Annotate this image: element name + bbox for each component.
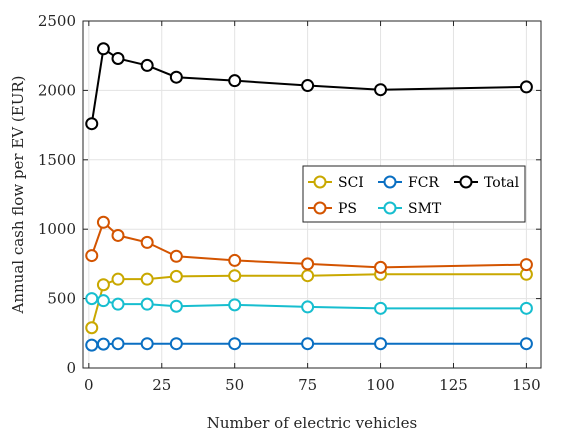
data-point-total: [169, 70, 183, 84]
y-tick-label: 1000: [38, 220, 76, 238]
data-point-smt: [301, 300, 315, 314]
data-point-sci: [169, 269, 183, 283]
data-point-sci: [111, 272, 125, 286]
data-point-ps: [301, 257, 315, 271]
data-point-fcr: [519, 337, 533, 351]
data-point-fcr: [85, 338, 99, 352]
data-point-ps: [169, 249, 183, 263]
data-point-ps: [374, 260, 388, 274]
x-tick-label: 100: [366, 376, 395, 394]
data-point-total: [96, 42, 110, 56]
data-point-ps: [85, 249, 99, 263]
legend-item-smt: SMT: [378, 201, 442, 217]
x-tick-label: 125: [439, 376, 468, 394]
x-tick-label: 25: [152, 376, 171, 394]
legend-label: PS: [338, 201, 357, 217]
series-ps: [85, 215, 533, 274]
legend-label: FCR: [408, 175, 439, 191]
x-axis-label: Number of electric vehicles: [207, 414, 417, 432]
legend-marker: [313, 175, 327, 189]
data-point-fcr: [96, 337, 110, 351]
legend-marker: [459, 175, 473, 189]
data-point-sci: [140, 272, 154, 286]
series-sci: [85, 267, 533, 335]
legend-marker: [313, 201, 327, 215]
data-point-fcr: [301, 337, 315, 351]
data-point-sci: [228, 269, 242, 283]
legend-label: SCI: [338, 175, 364, 191]
legend-item-ps: PS: [308, 201, 357, 217]
series-layer: [85, 42, 533, 352]
data-point-smt: [169, 299, 183, 313]
data-point-smt: [111, 297, 125, 311]
series-fcr: [85, 337, 533, 352]
data-point-sci: [301, 269, 315, 283]
legend-label: Total: [484, 175, 520, 191]
data-point-smt: [519, 301, 533, 315]
y-tick-label: 2000: [38, 81, 76, 99]
legend-item-total: Total: [454, 175, 520, 191]
data-point-fcr: [228, 337, 242, 351]
data-point-smt: [96, 294, 110, 308]
data-point-smt: [140, 297, 154, 311]
data-point-fcr: [140, 337, 154, 351]
y-tick-label: 0: [66, 359, 76, 377]
data-point-total: [519, 80, 533, 94]
data-point-ps: [111, 228, 125, 242]
data-point-fcr: [169, 337, 183, 351]
data-point-sci: [85, 321, 99, 335]
data-point-smt: [374, 301, 388, 315]
data-point-fcr: [111, 337, 125, 351]
data-point-total: [140, 58, 154, 72]
legend-item-sci: SCI: [308, 175, 364, 191]
y-tick-label: 500: [47, 290, 76, 308]
series-smt: [85, 292, 533, 315]
x-tick-label: 150: [512, 376, 541, 394]
data-point-total: [374, 83, 388, 97]
data-point-fcr: [374, 337, 388, 351]
data-point-smt: [228, 298, 242, 312]
x-tick-label: 50: [225, 376, 244, 394]
plot-frame: [82, 20, 542, 369]
data-point-ps: [519, 258, 533, 272]
y-axis-label: Annual cash flow per EV (EUR): [9, 76, 27, 315]
data-point-total: [111, 51, 125, 65]
x-tick-label: 75: [298, 376, 317, 394]
legend: SCI FCR Total PS SMT: [302, 165, 526, 223]
x-tick-label: 0: [84, 376, 94, 394]
y-tick-label: 2500: [38, 12, 76, 30]
data-point-smt: [85, 292, 99, 306]
data-point-total: [85, 117, 99, 131]
data-point-ps: [228, 253, 242, 267]
series-total: [85, 42, 533, 131]
legend-marker: [383, 201, 397, 215]
data-point-ps: [140, 235, 154, 249]
legend-label: SMT: [408, 201, 442, 217]
y-tick-label: 1500: [38, 151, 76, 169]
data-point-ps: [96, 215, 110, 229]
legend-marker: [383, 175, 397, 189]
data-point-total: [228, 74, 242, 88]
data-point-total: [301, 79, 315, 93]
data-point-sci: [96, 278, 110, 292]
legend-item-fcr: FCR: [378, 175, 439, 191]
legend-box: [302, 165, 526, 223]
